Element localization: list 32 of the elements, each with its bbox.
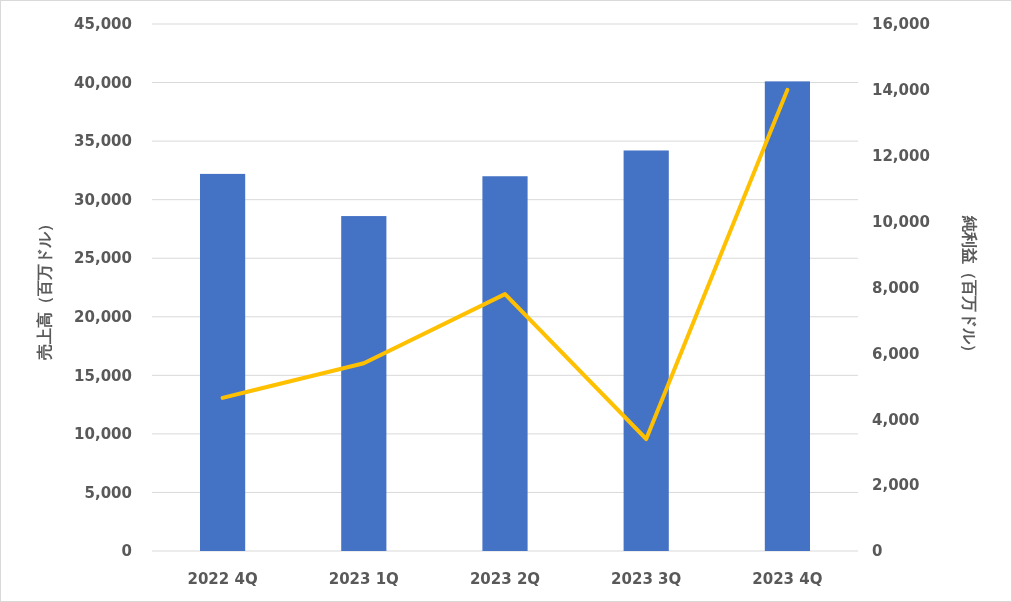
y-tick-label: 40,000	[74, 73, 132, 92]
x-tick-label: 2023 1Q	[328, 570, 399, 588]
x-tick-label: 2023 3Q	[611, 570, 682, 588]
y2-tick-label: 10,000	[872, 212, 930, 231]
y-tick-label: 10,000	[74, 425, 132, 444]
y2-tick-label: 2,000	[872, 476, 920, 495]
x-tick-label: 2022 4Q	[187, 570, 258, 588]
bar	[341, 216, 387, 551]
y2-axis-title: 純利益（百万ドル）	[960, 214, 979, 360]
y2-tick-label: 16,000	[872, 15, 930, 34]
y2-tick-label: 8,000	[872, 278, 920, 297]
x-tick-label: 2023 2Q	[469, 570, 541, 588]
y-tick-label: 30,000	[74, 190, 132, 209]
y-axis-title: 売上高（百万ドル）	[35, 215, 54, 360]
y2-tick-label: 14,000	[872, 81, 930, 100]
bar	[482, 176, 528, 551]
y2-tick-label: 12,000	[872, 147, 930, 165]
y-tick-label: 15,000	[74, 366, 132, 385]
y2-tick-label: 6,000	[872, 344, 920, 363]
y2-tick-label: 4,000	[872, 410, 920, 429]
bar	[200, 173, 246, 551]
bar	[764, 81, 810, 551]
bar	[623, 150, 669, 551]
y-tick-label: 45,000	[74, 15, 132, 34]
y-tick-label: 35,000	[74, 132, 132, 151]
y-tick-label: 25,000	[74, 249, 132, 268]
y-tick-label: 5,000	[84, 483, 132, 502]
y-tick-label: 20,000	[74, 308, 132, 327]
y2-tick-label: 0	[872, 542, 883, 561]
line-series	[220, 87, 790, 442]
y-tick-label: 0	[121, 542, 132, 561]
x-tick-label: 2023 4Q	[752, 570, 823, 588]
